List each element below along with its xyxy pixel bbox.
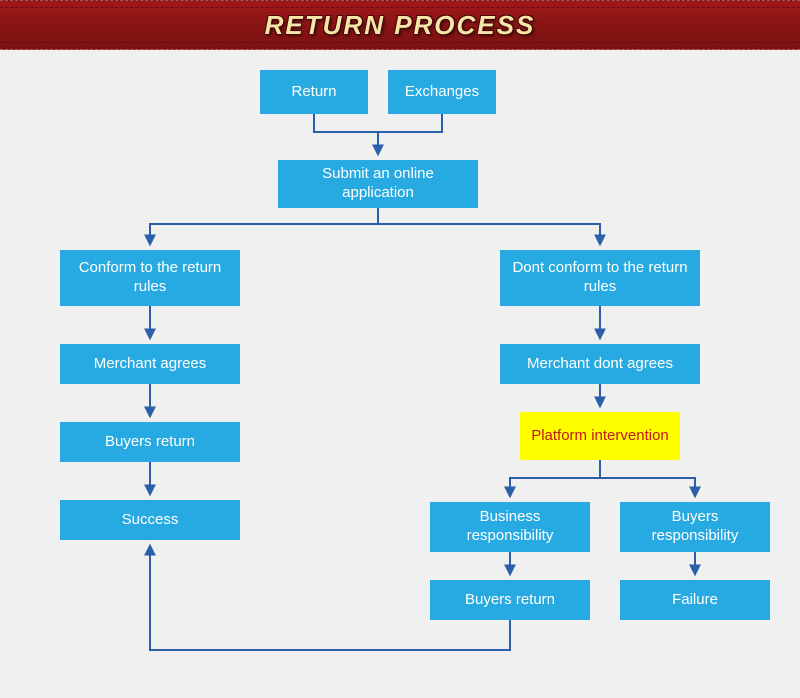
node-failure: Failure [620,580,770,620]
node-platform: Platform intervention [520,412,680,460]
edge-return-submit [314,114,378,154]
edge-submit-dont-conform [378,224,600,244]
node-exchanges: Exchanges [388,70,496,114]
node-dont-conform: Dont conform to the return rules [500,250,700,306]
node-return: Return [260,70,368,114]
banner-title: RETURN PROCESS [265,10,536,41]
banner: RETURN PROCESS [0,0,800,50]
node-buyers-ret-l: Buyers return [60,422,240,462]
node-conform: Conform to the return rules [60,250,240,306]
node-buy-resp: Buyers responsibility [620,502,770,552]
node-biz-resp: Business responsibility [430,502,590,552]
node-submit: Submit an online application [278,160,478,208]
edge-platform-buy-resp [600,478,695,496]
flowchart-canvas: Return Exchanges Submit an online applicat… [0,50,800,698]
node-merch-agree: Merchant agrees [60,344,240,384]
node-merch-dont: Merchant dont agrees [500,344,700,384]
node-buyers-ret-r: Buyers return [430,580,590,620]
node-success: Success [60,500,240,540]
edge-exchanges-submit [378,114,442,132]
edge-submit-conform [150,208,378,244]
edge-platform-biz-resp [510,460,600,496]
